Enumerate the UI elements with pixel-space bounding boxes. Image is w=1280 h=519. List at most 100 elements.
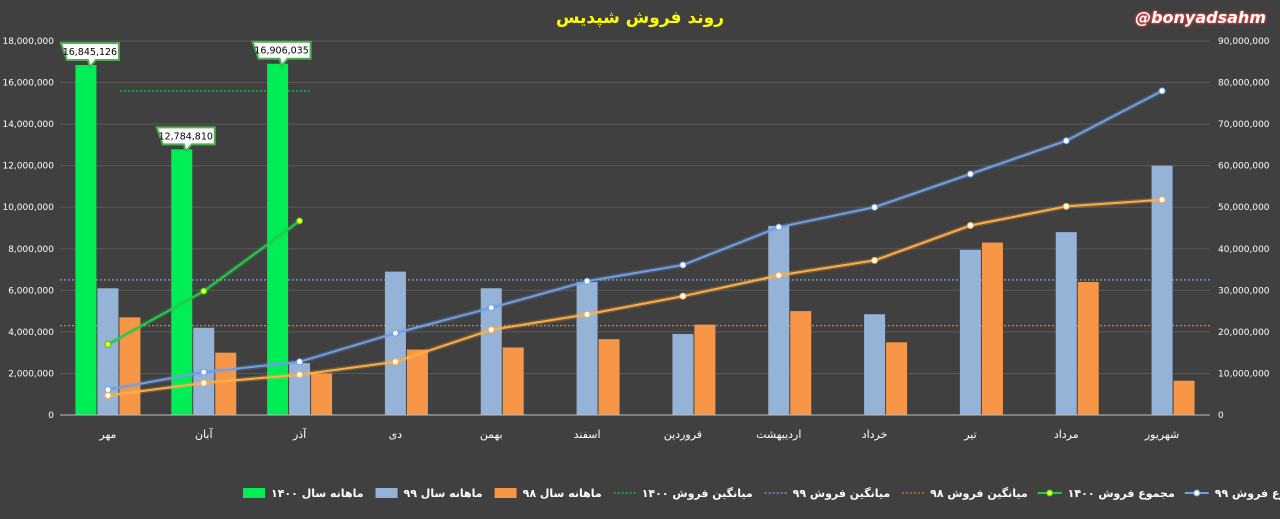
legend-item: میانگین فروش ۹۹ bbox=[764, 487, 891, 500]
cumulative-point bbox=[966, 170, 974, 178]
cumulative-line-glow bbox=[107, 88, 1164, 393]
bar-98 bbox=[886, 342, 908, 415]
cumulative-point bbox=[1062, 202, 1070, 210]
bar-99 bbox=[1151, 165, 1173, 415]
cumulative-point bbox=[104, 386, 112, 394]
y-left-tick-label: 16,000,000 bbox=[2, 79, 54, 89]
legend-item: ماهانه سال ۹۹ bbox=[375, 487, 483, 500]
y-left-tick-label: 0 bbox=[48, 411, 54, 421]
y-left-tick-label: 18,000,000 bbox=[2, 37, 54, 47]
y-right-tick-label: 10,000,000 bbox=[1218, 369, 1270, 379]
cumulative-point bbox=[871, 256, 879, 264]
bar-99 bbox=[384, 271, 406, 415]
legend-label: میانگین فروش ۹۸ bbox=[930, 487, 1028, 500]
legend-label: ماهانه سال ۹۸ bbox=[523, 487, 602, 500]
data-label-text: 12,784,810 bbox=[159, 131, 213, 142]
cumulative-point bbox=[871, 203, 879, 211]
axes: 0 0 2,000,000 10,000,000 4,000,000 20,000,000… bbox=[2, 37, 1269, 441]
cumulative-point bbox=[487, 326, 495, 334]
cumulative-point bbox=[296, 217, 304, 225]
data-label-text: 16,845,126 bbox=[63, 47, 117, 58]
x-tick-label: مرداد bbox=[1054, 428, 1079, 441]
cumulative-line bbox=[107, 198, 1163, 397]
x-tick-label: اسفند bbox=[574, 428, 601, 441]
y-left-tick-label: 12,000,000 bbox=[2, 162, 54, 172]
bar-1400 bbox=[75, 64, 97, 415]
bar-99 bbox=[289, 363, 311, 415]
y-left-tick-label: 6,000,000 bbox=[8, 286, 54, 296]
x-tick-label: اردیبهشت bbox=[756, 428, 801, 441]
cumulative-line bbox=[107, 90, 1163, 391]
legend-item: مجموع فروش ۱۴۰۰ bbox=[1037, 487, 1175, 500]
y-left-tick-label: 4,000,000 bbox=[8, 328, 54, 338]
bar-98 bbox=[406, 349, 428, 415]
bar-99 bbox=[768, 225, 790, 415]
x-tick-label: فروردین bbox=[664, 428, 702, 441]
chart-title: روند فروش شپدیس bbox=[555, 8, 725, 28]
bar-1400 bbox=[267, 63, 289, 415]
bar-99 bbox=[672, 333, 694, 415]
legend: ماهانه سال ۱۴۰۰ ماهانه سال ۹۹ ماهانه سال ۹… bbox=[243, 487, 1280, 500]
legend-item: ماهانه سال ۱۴۰۰ bbox=[243, 487, 364, 500]
cumulative-point bbox=[1062, 137, 1070, 145]
data-label-box bbox=[251, 40, 312, 68]
x-tick-label: آبان bbox=[195, 427, 213, 441]
bar-99 bbox=[97, 288, 119, 415]
bar-1400 bbox=[171, 149, 193, 416]
cumulative-point bbox=[104, 391, 112, 399]
y-right-tick-label: 30,000,000 bbox=[1218, 286, 1270, 296]
bar-98 bbox=[311, 373, 333, 415]
legend-label: مجموع فروش ۹۹ bbox=[1215, 487, 1280, 500]
bar-98 bbox=[981, 242, 1003, 415]
cumulative-lines bbox=[104, 87, 1166, 399]
bar-98 bbox=[790, 311, 812, 415]
x-tick-label: شهریور bbox=[1144, 428, 1179, 441]
data-labels: 16,845,126 12,784,810 16,906,035 bbox=[59, 40, 312, 154]
cumulative-point bbox=[1158, 196, 1166, 204]
cumulative-point bbox=[391, 329, 399, 337]
data-label-box bbox=[59, 41, 120, 70]
bar-98 bbox=[1077, 282, 1099, 415]
data-label-box bbox=[155, 126, 216, 154]
bar-99 bbox=[959, 249, 981, 415]
legend-marker bbox=[1046, 489, 1054, 497]
bar-99 bbox=[576, 282, 598, 415]
data-label: 16,906,035 bbox=[251, 40, 312, 68]
bar-98 bbox=[119, 317, 141, 415]
bar-99 bbox=[1055, 232, 1077, 415]
legend-label: میانگین فروش ۹۹ bbox=[793, 487, 891, 500]
cumulative-point bbox=[296, 371, 304, 379]
bar-98 bbox=[598, 339, 620, 415]
cumulative-point bbox=[775, 223, 783, 231]
legend-item: مجموع فروش ۹۹ bbox=[1184, 487, 1280, 500]
y-left-tick-label: 14,000,000 bbox=[2, 120, 54, 130]
y-left-tick-label: 8,000,000 bbox=[8, 245, 54, 255]
gridlines bbox=[60, 40, 1210, 416]
legend-swatch bbox=[494, 488, 517, 498]
bar-98 bbox=[694, 324, 716, 415]
cumulative-point bbox=[583, 310, 591, 318]
cumulative-point bbox=[679, 261, 687, 269]
x-tick-label: خرداد bbox=[862, 428, 888, 441]
legend-swatch bbox=[243, 488, 265, 498]
y-right-tick-label: 90,000,000 bbox=[1218, 37, 1270, 47]
watermark: @bonyadsahm bbox=[1135, 8, 1266, 27]
legend-label: ماهانه سال ۱۴۰۰ bbox=[271, 487, 364, 500]
x-tick-label: بهمن bbox=[480, 428, 503, 441]
cumulative-point bbox=[200, 379, 208, 387]
y-right-tick-label: 80,000,000 bbox=[1218, 79, 1270, 89]
cumulative-point bbox=[679, 292, 687, 300]
y-right-tick-label: 60,000,000 bbox=[1218, 162, 1270, 172]
cumulative-point bbox=[296, 358, 304, 366]
y-right-tick-label: 20,000,000 bbox=[1218, 328, 1270, 338]
y-right-tick-label: 0 bbox=[1218, 411, 1224, 421]
bar-98 bbox=[1173, 380, 1195, 415]
y-left-tick-label: 10,000,000 bbox=[2, 203, 54, 213]
cumulative-point bbox=[200, 287, 208, 295]
legend-item: ماهانه سال ۹۸ bbox=[494, 487, 602, 500]
cumulative-point bbox=[1158, 87, 1166, 95]
x-tick-label: دی bbox=[389, 428, 403, 441]
legend-label: مجموع فروش ۱۴۰۰ bbox=[1068, 487, 1175, 500]
legend-item: میانگین فروش ۱۴۰۰ bbox=[613, 487, 753, 500]
